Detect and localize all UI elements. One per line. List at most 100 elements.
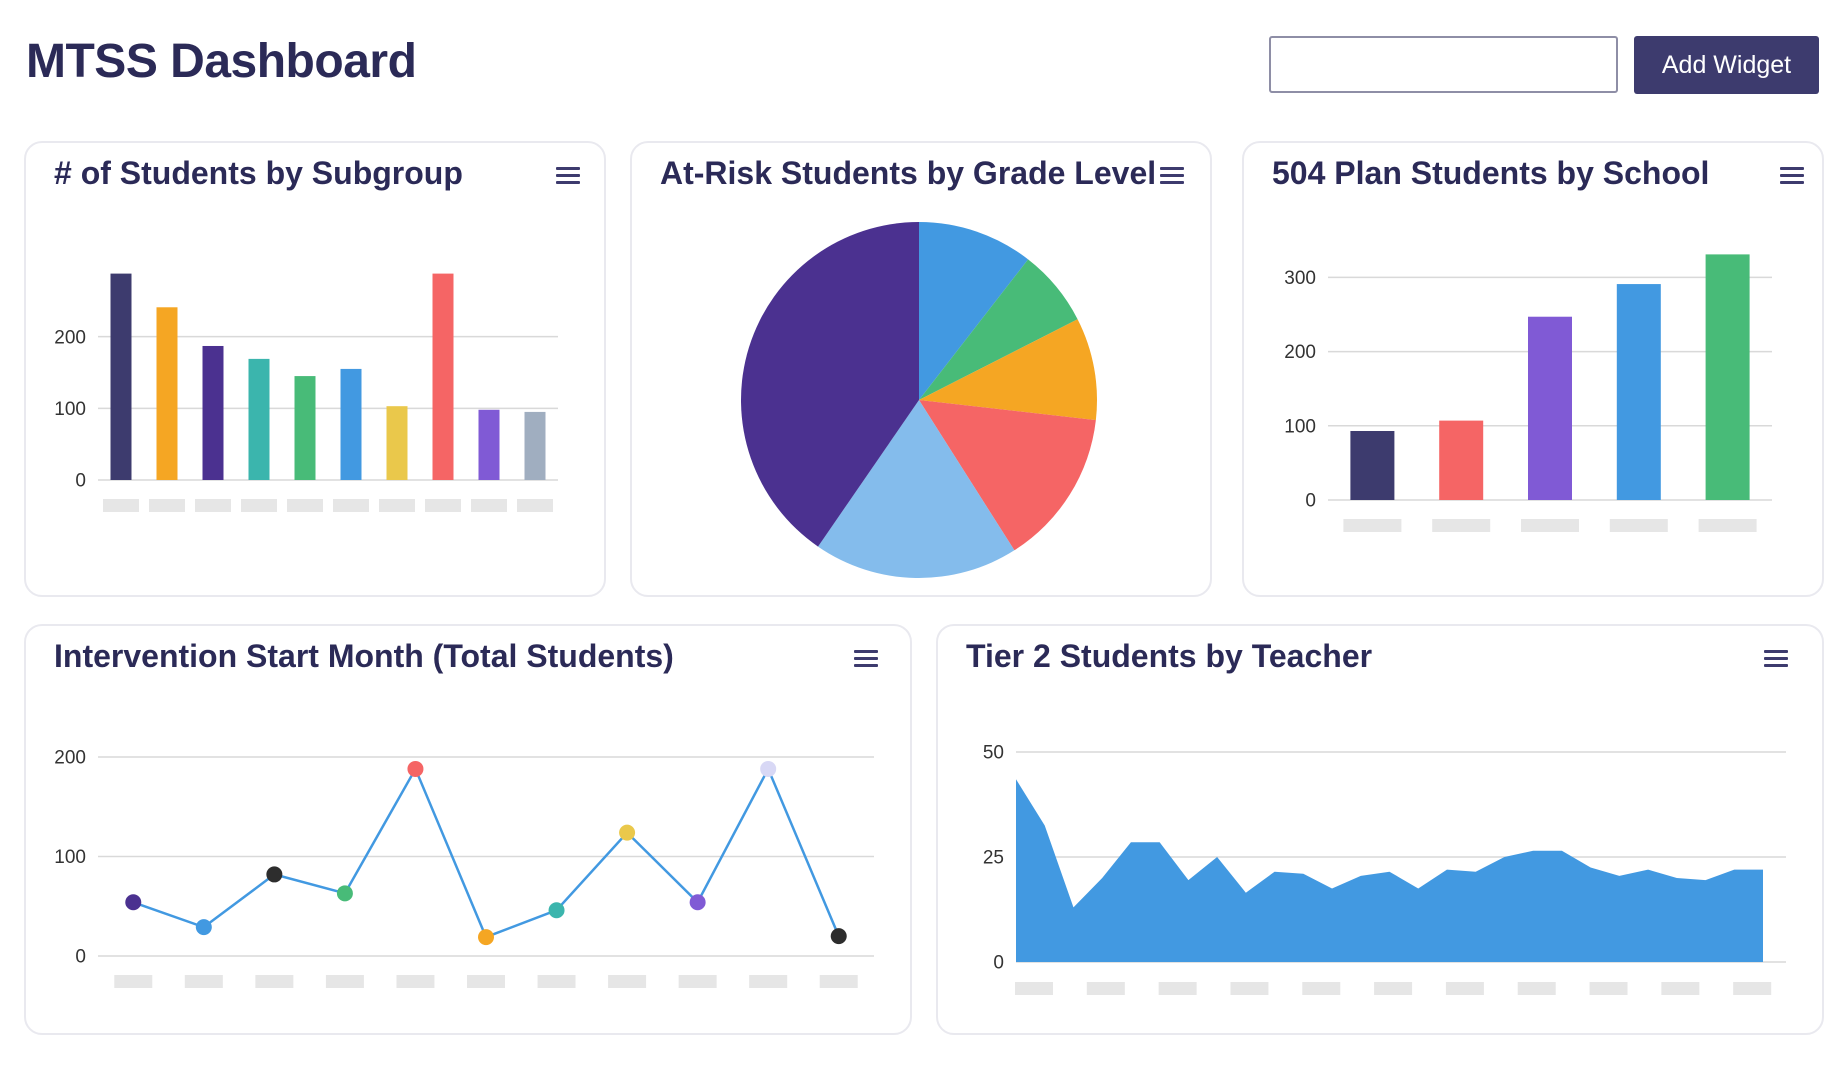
subgroup-bar-chart: 0 100 200 bbox=[54, 273, 558, 512]
x-tick-label-placeholder bbox=[1015, 982, 1053, 995]
data-point bbox=[689, 894, 706, 911]
intervention-line-chart: 0 100 200 bbox=[54, 748, 874, 988]
y-tick-label: 100 bbox=[54, 847, 86, 868]
widget-title: # of Students by Subgroup bbox=[54, 155, 463, 191]
data-point bbox=[266, 866, 283, 883]
y-tick-label: 300 bbox=[1284, 268, 1316, 289]
data-point bbox=[336, 885, 353, 902]
x-tick-label-placeholder bbox=[1517, 982, 1556, 995]
bar bbox=[156, 307, 178, 480]
bar bbox=[1350, 430, 1395, 500]
x-tick-label-placeholder bbox=[1698, 519, 1757, 532]
data-point bbox=[407, 760, 424, 777]
widget-504-by-school: 504 Plan Students by School 0 100 200 300 bbox=[1242, 141, 1824, 597]
area-series bbox=[1016, 779, 1763, 962]
x-tick-label-placeholder bbox=[114, 975, 153, 988]
pie-slice bbox=[741, 222, 919, 547]
x-tick-label-placeholder bbox=[749, 975, 788, 988]
x-tick-label-placeholder bbox=[255, 975, 294, 988]
bar bbox=[1439, 420, 1484, 500]
search-input[interactable] bbox=[1269, 36, 1618, 93]
widget-title: At-Risk Students by Grade Level bbox=[660, 155, 1157, 191]
data-point bbox=[548, 902, 565, 919]
x-tick-label-placeholder bbox=[1733, 982, 1772, 995]
tier2-area-chart: 0 25 50 bbox=[983, 743, 1786, 995]
x-tick-label-placeholder bbox=[608, 975, 647, 988]
bar bbox=[110, 273, 132, 480]
x-tick-label-placeholder bbox=[1589, 982, 1628, 995]
bar bbox=[340, 368, 362, 480]
y-tick-label: 50 bbox=[983, 743, 1004, 764]
x-tick-label-placeholder bbox=[195, 499, 231, 512]
pie-slice bbox=[919, 400, 1096, 551]
y-tick-label: 100 bbox=[54, 399, 86, 420]
school-bar-chart: 0 100 200 300 bbox=[1284, 254, 1772, 532]
x-tick-label-placeholder bbox=[333, 499, 369, 512]
bar bbox=[248, 358, 270, 480]
hamburger-menu-icon[interactable] bbox=[1160, 167, 1184, 187]
x-tick-label-placeholder bbox=[1661, 982, 1700, 995]
widget-students-by-subgroup: # of Students by Subgroup 0 100 200 bbox=[24, 141, 606, 597]
add-widget-button[interactable]: Add Widget bbox=[1634, 36, 1819, 94]
y-tick-label: 25 bbox=[983, 848, 1004, 869]
widget-title: 504 Plan Students by School bbox=[1272, 155, 1710, 191]
data-point bbox=[478, 929, 494, 946]
grade-level-pie-chart bbox=[741, 222, 1097, 578]
x-tick-label-placeholder bbox=[1445, 982, 1484, 995]
x-tick-label-placeholder bbox=[1374, 982, 1413, 995]
x-tick-label-placeholder bbox=[103, 499, 139, 512]
bar bbox=[478, 409, 500, 480]
pie-slice bbox=[919, 319, 1097, 421]
x-tick-label-placeholder bbox=[1086, 982, 1125, 995]
x-tick-label-placeholder bbox=[537, 975, 576, 988]
bar bbox=[1705, 254, 1750, 500]
x-tick-label-placeholder bbox=[1343, 519, 1402, 532]
bar bbox=[432, 273, 454, 480]
x-tick-label-placeholder bbox=[1609, 519, 1668, 532]
y-tick-label: 200 bbox=[54, 748, 86, 769]
data-point bbox=[195, 919, 212, 936]
data-point bbox=[125, 894, 142, 911]
x-tick-label-placeholder bbox=[467, 975, 505, 988]
x-tick-label-placeholder bbox=[425, 499, 461, 512]
x-tick-label-placeholder bbox=[819, 975, 858, 988]
x-tick-label-placeholder bbox=[471, 499, 507, 512]
bar bbox=[386, 406, 408, 480]
bar bbox=[524, 411, 546, 480]
y-tick-label: 100 bbox=[1284, 416, 1316, 437]
x-tick-label-placeholder bbox=[379, 499, 415, 512]
pie-slice bbox=[818, 400, 1015, 578]
y-tick-label: 200 bbox=[54, 327, 86, 348]
pie-slice bbox=[919, 222, 1029, 400]
series-line bbox=[132, 766, 840, 939]
data-point bbox=[830, 928, 847, 945]
widget-at-risk-by-grade: At-Risk Students by Grade Level bbox=[630, 141, 1212, 597]
x-tick-label-placeholder bbox=[287, 499, 323, 512]
bar bbox=[1616, 284, 1661, 500]
data-point bbox=[619, 824, 636, 841]
x-tick-label-placeholder bbox=[184, 975, 223, 988]
hamburger-menu-icon[interactable] bbox=[1780, 167, 1804, 187]
x-tick-label-placeholder bbox=[325, 975, 364, 988]
x-tick-label-placeholder bbox=[149, 499, 185, 512]
x-tick-label-placeholder bbox=[1432, 519, 1491, 532]
page-title: MTSS Dashboard bbox=[26, 35, 417, 88]
x-tick-label-placeholder bbox=[396, 975, 435, 988]
y-tick-label: 0 bbox=[993, 953, 1004, 974]
y-tick-label: 0 bbox=[1305, 491, 1316, 512]
x-tick-label-placeholder bbox=[517, 499, 553, 512]
bar bbox=[1528, 316, 1572, 500]
hamburger-menu-icon[interactable] bbox=[854, 650, 878, 670]
x-tick-label-placeholder bbox=[678, 975, 717, 988]
x-tick-label-placeholder bbox=[1302, 982, 1341, 995]
hamburger-menu-icon[interactable] bbox=[556, 167, 580, 187]
hamburger-menu-icon[interactable] bbox=[1764, 650, 1788, 670]
x-tick-label-placeholder bbox=[1158, 982, 1197, 995]
data-point bbox=[760, 760, 777, 777]
bar bbox=[202, 345, 224, 480]
widget-title: Tier 2 Students by Teacher bbox=[966, 638, 1373, 674]
pie-slice bbox=[919, 259, 1078, 400]
widget-intervention-start-month: Intervention Start Month (Total Students… bbox=[24, 624, 912, 1035]
x-tick-label-placeholder bbox=[1230, 982, 1269, 995]
y-tick-label: 200 bbox=[1284, 342, 1316, 363]
